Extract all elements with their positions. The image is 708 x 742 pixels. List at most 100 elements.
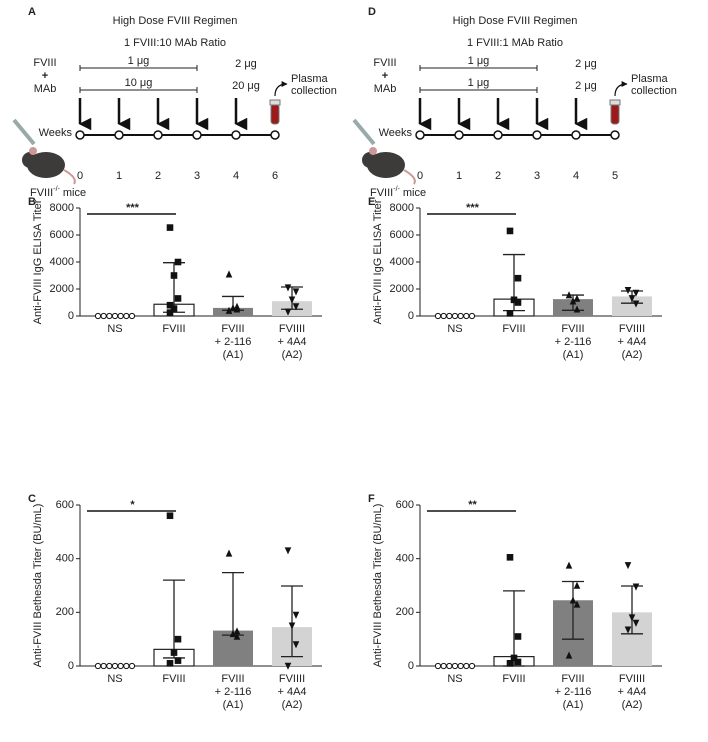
data-point xyxy=(628,295,636,303)
x-tick-label-line: (A2) xyxy=(282,699,303,711)
y-axis-label: Anti-FVIII Bethesda Titer (BU/mL) xyxy=(372,504,384,668)
mice-label-part: FVIII xyxy=(30,187,53,199)
x-tick-label-line: NS xyxy=(107,323,122,335)
mice-label-sup: -/- xyxy=(53,186,60,193)
y-tick-label: 8000 xyxy=(50,202,74,214)
dose-label: 2 μg xyxy=(575,58,597,70)
data-point xyxy=(94,662,102,670)
panel-letter: F xyxy=(368,493,375,505)
data-point xyxy=(434,662,442,670)
collection-arrow xyxy=(274,81,288,97)
week-label: 3 xyxy=(194,170,200,182)
bar xyxy=(213,307,253,316)
data-point xyxy=(111,312,119,320)
data-point xyxy=(292,288,300,296)
dose-label: 1 μg xyxy=(468,77,490,89)
data-point xyxy=(233,632,241,640)
data-point xyxy=(434,312,442,320)
data-point xyxy=(451,662,459,670)
mice-label-part: mice xyxy=(63,187,86,199)
x-tick-label-line: FVIII xyxy=(221,323,244,335)
data-point xyxy=(128,312,136,320)
y-tick-label: 200 xyxy=(56,606,74,618)
data-point xyxy=(233,305,241,313)
x-tick-label-line: + 4A4 xyxy=(617,686,646,698)
data-point xyxy=(174,295,182,302)
mice-label-sup: -/- xyxy=(393,186,400,193)
data-point xyxy=(111,662,119,670)
x-tick-label-line: FVIIII xyxy=(619,673,645,685)
data-point xyxy=(468,312,476,320)
data-point xyxy=(624,287,632,295)
data-point xyxy=(100,662,107,670)
y-axis-label: Anti-FVIII Bethesda Titer (BU/mL) xyxy=(32,504,44,668)
fviii-label: FVIII xyxy=(33,57,56,69)
data-point xyxy=(106,662,113,670)
timepoint xyxy=(192,130,202,140)
dose-label: 20 μg xyxy=(232,80,260,92)
data-point xyxy=(573,600,581,608)
collection-label: collection xyxy=(291,85,337,97)
significance-label: *** xyxy=(126,202,140,214)
x-tick-label-line: FVIII xyxy=(221,673,244,685)
x-tick-label-line: FVIII xyxy=(502,323,525,335)
mab-label: MAb xyxy=(374,83,397,95)
mouse-tail xyxy=(403,169,416,185)
x-tick-label: FVIIII + 4A4 (A2) xyxy=(617,323,646,361)
panel-letter: E xyxy=(368,196,375,208)
data-point xyxy=(632,289,640,297)
panel-letter: C xyxy=(28,493,36,505)
data-point xyxy=(506,310,514,317)
data-point xyxy=(174,657,182,664)
x-tick-label: NS xyxy=(447,323,462,335)
data-point xyxy=(565,291,573,299)
schematic-title: High Dose FVIII Regimen xyxy=(453,15,578,27)
data-point xyxy=(463,312,470,320)
data-point xyxy=(506,660,514,667)
y-tick-label: 2000 xyxy=(50,283,74,295)
mouse-ear xyxy=(369,147,377,155)
data-point xyxy=(123,312,130,320)
x-tick-label: FVIIII + 4A4 (A2) xyxy=(277,673,306,711)
data-point xyxy=(166,512,174,520)
timepoint xyxy=(571,130,581,140)
x-tick-label-line: (A2) xyxy=(622,699,643,711)
data-point xyxy=(288,296,296,304)
week-label: 2 xyxy=(495,170,501,182)
data-point xyxy=(573,305,581,313)
timepoint xyxy=(532,130,542,140)
data-point xyxy=(123,662,130,670)
collection-label: Plasma xyxy=(291,73,329,85)
panel-letter: B xyxy=(28,196,36,208)
y-tick-label: 0 xyxy=(408,660,414,672)
data-point xyxy=(117,312,124,320)
mab-label: MAb xyxy=(34,83,57,95)
syringe xyxy=(12,118,36,146)
data-point xyxy=(514,299,522,306)
fviii-label: FVIII xyxy=(373,57,396,69)
data-point xyxy=(100,312,107,320)
x-tick-label-line: FVIIII xyxy=(279,673,305,685)
data-point xyxy=(569,297,577,305)
y-tick-label: 400 xyxy=(396,553,414,565)
x-tick-label-line: FVIIII xyxy=(279,323,305,335)
y-tick-label: 6000 xyxy=(390,229,414,241)
data-point xyxy=(170,649,178,656)
y-tick-label: 600 xyxy=(396,499,414,511)
data-point xyxy=(166,309,174,316)
significance-label: * xyxy=(130,499,135,511)
x-tick-label: FVIII + 2-116 (A1) xyxy=(555,323,592,361)
data-point xyxy=(233,627,241,635)
data-point xyxy=(117,662,124,670)
data-point xyxy=(573,294,581,302)
x-tick-label-line: FVIIII xyxy=(619,323,645,335)
weeks-label: Weeks xyxy=(39,127,73,139)
data-point xyxy=(174,635,182,643)
data-point xyxy=(229,304,237,312)
y-axis-label: Anti-FVIII IgG ELISA Titer xyxy=(372,199,384,324)
dose-label: 2 μg xyxy=(575,80,597,92)
data-point xyxy=(225,270,233,278)
x-tick-label-line: FVIII xyxy=(162,323,185,335)
x-tick-label-line: (A1) xyxy=(223,349,244,361)
data-point xyxy=(225,549,233,557)
